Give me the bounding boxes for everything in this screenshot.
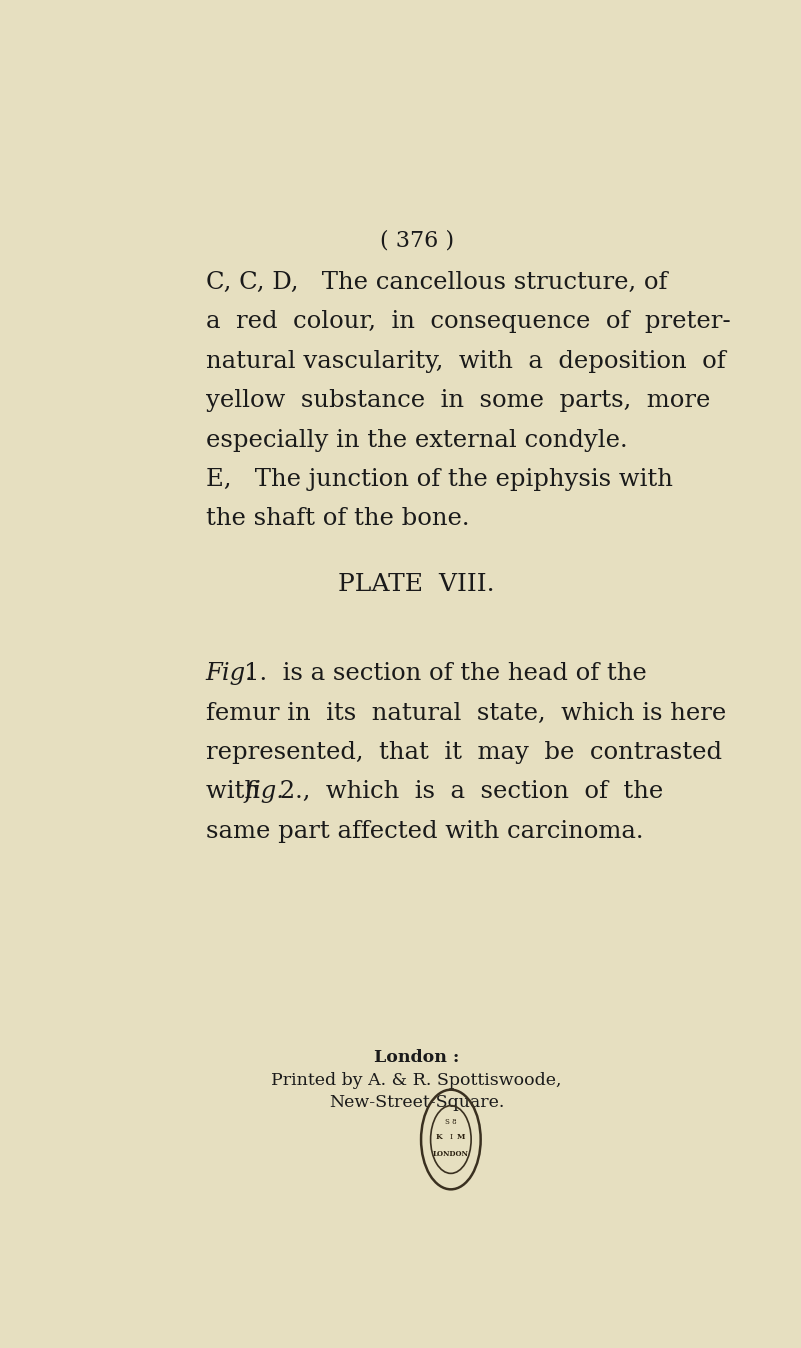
Text: I: I: [449, 1134, 453, 1140]
Text: C, C, D,   The cancellous structure, of: C, C, D, The cancellous structure, of: [206, 271, 667, 294]
Text: Printed by A. & R. Spottiswoode,: Printed by A. & R. Spottiswoode,: [272, 1072, 562, 1089]
Text: a  red  colour,  in  consequence  of  preter-: a red colour, in consequence of preter-: [206, 310, 731, 333]
Text: London :: London :: [374, 1049, 460, 1066]
Text: Fig.: Fig.: [206, 662, 254, 685]
Text: New-Street-Square.: New-Street-Square.: [329, 1093, 505, 1111]
Text: PLATE  VIII.: PLATE VIII.: [338, 573, 495, 596]
Text: LONDON: LONDON: [433, 1150, 469, 1158]
Text: fig.: fig.: [245, 780, 285, 803]
Text: yellow  substance  in  some  parts,  more: yellow substance in some parts, more: [206, 390, 710, 412]
Text: E,   The junction of the epiphysis with: E, The junction of the epiphysis with: [206, 468, 673, 491]
Text: K: K: [436, 1134, 442, 1140]
Text: M: M: [457, 1134, 465, 1140]
Text: represented,  that  it  may  be  contrasted: represented, that it may be contrasted: [206, 741, 722, 764]
Text: 2.,  which  is  a  section  of  the: 2., which is a section of the: [272, 780, 663, 803]
Text: S 8: S 8: [445, 1117, 457, 1126]
Text: 1.  is a section of the head of the: 1. is a section of the head of the: [244, 662, 647, 685]
Text: natural vascularity,  with  a  deposition  of: natural vascularity, with a deposition o…: [206, 349, 725, 372]
Text: same part affected with carcinoma.: same part affected with carcinoma.: [206, 820, 643, 842]
Text: ( 376 ): ( 376 ): [380, 229, 454, 251]
Text: the shaft of the bone.: the shaft of the bone.: [206, 507, 469, 530]
Text: especially in the external condyle.: especially in the external condyle.: [206, 429, 627, 452]
Text: with: with: [206, 780, 276, 803]
Text: femur in  its  natural  state,  which is here: femur in its natural state, which is her…: [206, 701, 726, 724]
